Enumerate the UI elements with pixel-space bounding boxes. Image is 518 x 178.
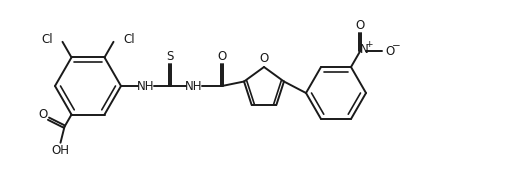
Text: O: O bbox=[355, 19, 365, 32]
Text: Cl: Cl bbox=[123, 33, 135, 46]
Text: NH: NH bbox=[185, 80, 203, 93]
Text: N: N bbox=[359, 43, 368, 56]
Text: NH: NH bbox=[137, 80, 155, 93]
Text: O: O bbox=[385, 45, 395, 58]
Text: −: − bbox=[392, 41, 400, 51]
Text: O: O bbox=[260, 53, 269, 66]
Text: Cl: Cl bbox=[41, 33, 52, 46]
Text: O: O bbox=[218, 49, 227, 62]
Text: O: O bbox=[39, 108, 48, 121]
Text: OH: OH bbox=[51, 144, 69, 157]
Text: S: S bbox=[166, 49, 174, 62]
Text: +: + bbox=[365, 40, 373, 49]
